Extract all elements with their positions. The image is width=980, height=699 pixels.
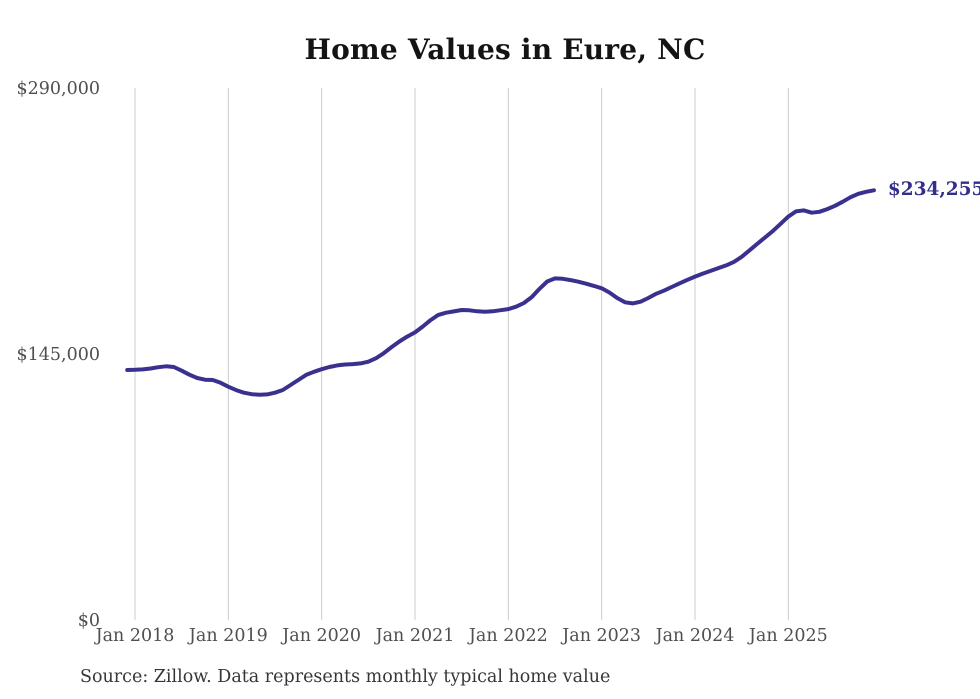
x-tick-label: Jan 2018 <box>94 626 175 646</box>
x-tick-label: Jan 2022 <box>467 626 548 646</box>
x-tick-label: Jan 2024 <box>654 626 735 646</box>
y-tick-label: $0 <box>78 611 100 631</box>
x-tick-label: Jan 2021 <box>374 626 455 646</box>
chart-title: Home Values in Eure, NC <box>304 33 706 66</box>
source-note: Source: Zillow. Data represents monthly … <box>80 667 611 687</box>
latest-value-label: $234,255 <box>887 179 980 201</box>
x-tick-label: Jan 2025 <box>747 626 828 646</box>
x-tick-label: Jan 2023 <box>560 626 641 646</box>
y-tick-label: $145,000 <box>16 345 100 365</box>
series-line-typical-home-value <box>125 188 876 397</box>
y-tick-label: $290,000 <box>16 79 100 99</box>
x-tick-label: Jan 2020 <box>280 626 361 646</box>
x-tick-label: Jan 2019 <box>187 626 268 646</box>
